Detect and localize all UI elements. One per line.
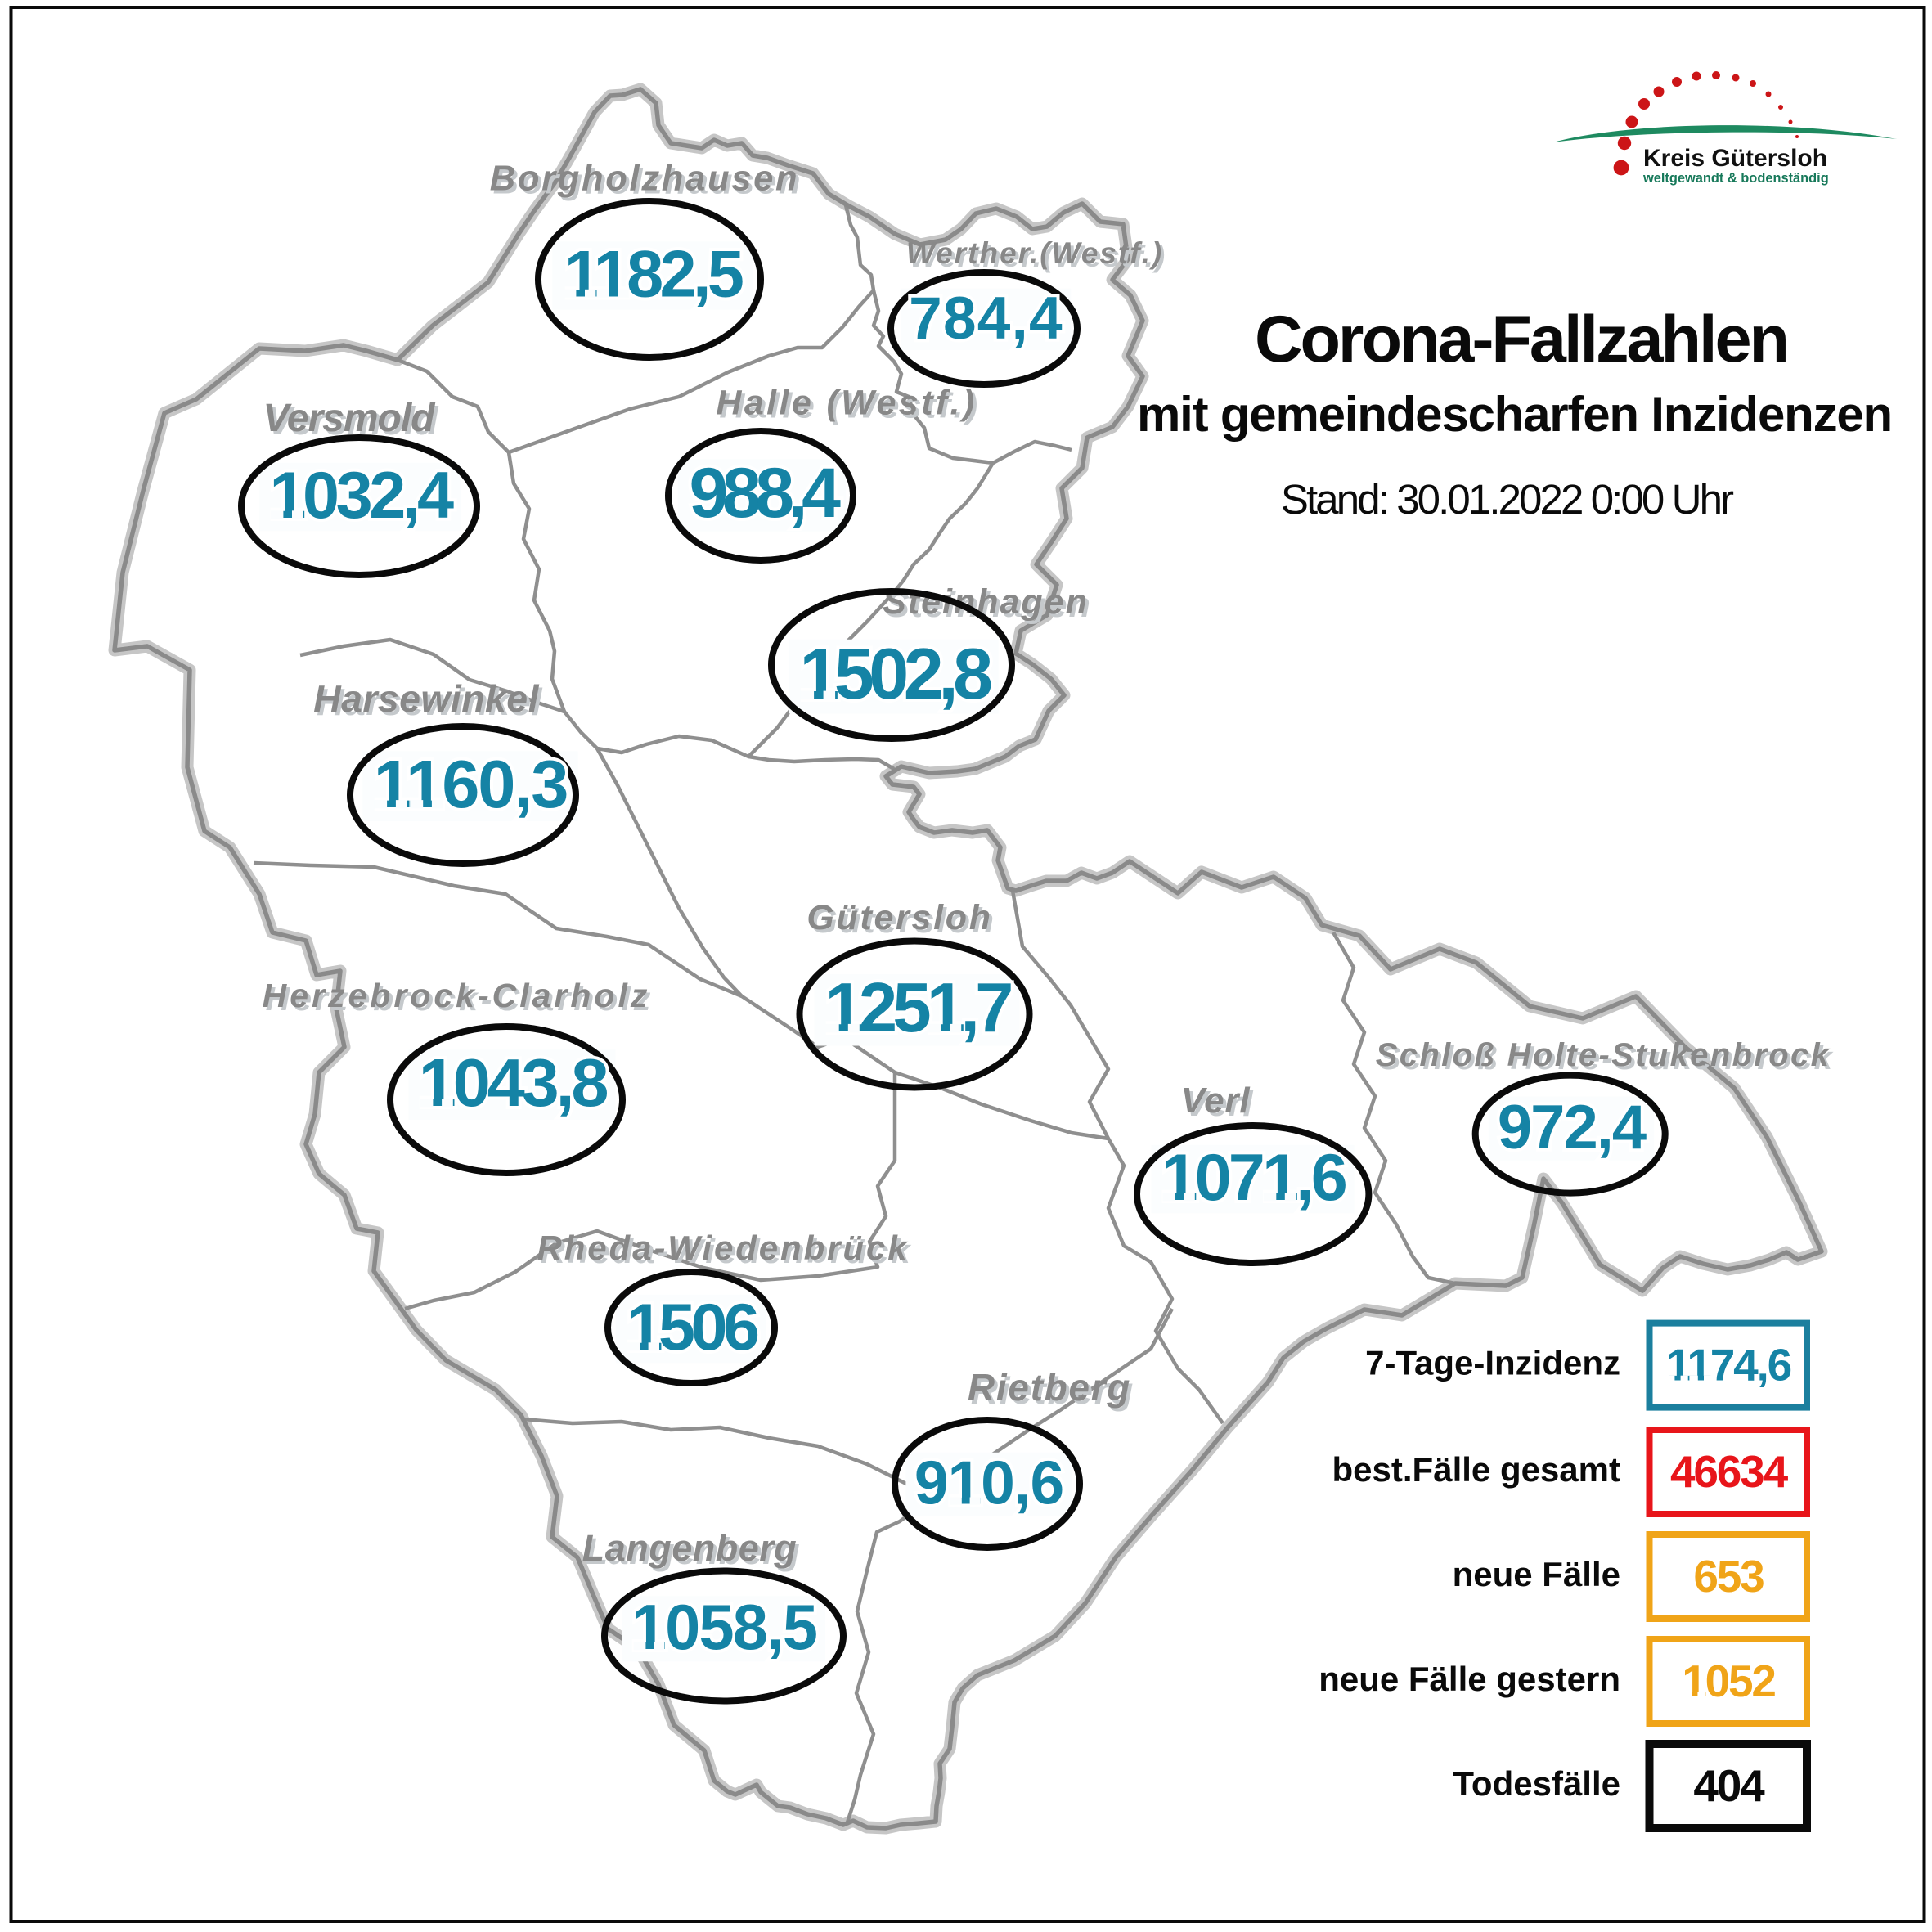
svg-text:1251,7: 1251,7: [824, 969, 1011, 1047]
svg-text:Todesfälle: Todesfälle: [1453, 1764, 1620, 1803]
svg-text:Rietberg: Rietberg: [971, 1369, 1134, 1412]
svg-text:Verl: Verl: [1184, 1084, 1254, 1124]
svg-text:neue Fälle: neue Fälle: [1453, 1555, 1620, 1593]
svg-text:Harsewinkel: Harsewinkel: [313, 677, 539, 720]
svg-text:Rheda-Wiedenbrück: Rheda-Wiedenbrück: [541, 1232, 913, 1270]
svg-text:Harsewinkel: Harsewinkel: [317, 681, 542, 723]
svg-text:neue Fälle gestern: neue Fälle gestern: [1319, 1660, 1620, 1698]
svg-text:1160,3: 1160,3: [374, 746, 568, 822]
svg-text:Versmold: Versmold: [263, 397, 437, 440]
svg-text:Rietberg: Rietberg: [968, 1366, 1131, 1409]
svg-text:1032,4: 1032,4: [269, 459, 454, 532]
svg-text:Langenberg: Langenberg: [582, 1527, 798, 1569]
svg-text:784,4: 784,4: [909, 285, 1063, 352]
svg-text:1043,8: 1043,8: [419, 1045, 608, 1121]
svg-text:Borgholzhausen: Borgholzhausen: [490, 160, 800, 199]
svg-text:Gütersloh: Gütersloh: [810, 901, 995, 941]
svg-text:Gütersloh: Gütersloh: [806, 898, 992, 937]
svg-text:404: 404: [1693, 1760, 1765, 1811]
svg-text:653: 653: [1693, 1551, 1764, 1602]
svg-text:Herzebrock-Clarholz: Herzebrock-Clarholz: [263, 977, 651, 1014]
svg-text:1182,5: 1182,5: [564, 238, 743, 312]
svg-text:Borgholzhausen: Borgholzhausen: [493, 163, 803, 202]
svg-text:1174,6: 1174,6: [1666, 1340, 1791, 1391]
svg-text:Schloß Holte-Stukenbrock: Schloß Holte-Stukenbrock: [1379, 1040, 1834, 1076]
svg-text:Stand: 30.01.2022 0:00 Uhr: Stand: 30.01.2022 0:00 Uhr: [1281, 476, 1734, 523]
svg-text:Corona-Fallzahlen: Corona-Fallzahlen: [1255, 303, 1787, 376]
svg-text:46634: 46634: [1670, 1446, 1789, 1497]
svg-text:Werther.(Westf.): Werther.(Westf.): [910, 240, 1166, 273]
svg-text:Rheda-Wiedenbrück: Rheda-Wiedenbrück: [537, 1229, 910, 1267]
svg-text:Verl: Verl: [1181, 1081, 1251, 1121]
svg-text:7-Tage-Inzidenz: 7-Tage-Inzidenz: [1365, 1344, 1620, 1382]
svg-text:Herzebrock-Clarholz: Herzebrock-Clarholz: [266, 980, 654, 1018]
svg-text:910,6: 910,6: [914, 1449, 1063, 1517]
svg-text:best.Fälle gesamt: best.Fälle gesamt: [1332, 1450, 1620, 1489]
svg-text:1052: 1052: [1682, 1656, 1775, 1706]
svg-text:Halle (Westf.): Halle (Westf.): [716, 384, 977, 423]
svg-text:Schloß Holte-Stukenbrock: Schloß Holte-Stukenbrock: [1376, 1037, 1831, 1073]
svg-text:Halle (Westf.): Halle (Westf.): [719, 387, 980, 426]
svg-text:1502,8: 1502,8: [799, 633, 991, 714]
svg-text:mit gemeindescharfen Inzidenze: mit gemeindescharfen Inzidenzen: [1137, 387, 1892, 442]
svg-text:1071,6: 1071,6: [1161, 1141, 1346, 1215]
svg-text:weltgewandt & bodenständig: weltgewandt & bodenständig: [1642, 171, 1829, 186]
svg-text:1058,5: 1058,5: [631, 1593, 816, 1663]
svg-text:Langenberg: Langenberg: [586, 1530, 801, 1572]
svg-text:Kreis Gütersloh: Kreis Gütersloh: [1643, 145, 1827, 172]
svg-text:988,4: 988,4: [690, 454, 842, 532]
svg-text:972,4: 972,4: [1498, 1093, 1647, 1162]
svg-text:1506: 1506: [627, 1291, 758, 1364]
svg-text:Werther.(Westf.): Werther.(Westf.): [906, 236, 1163, 270]
